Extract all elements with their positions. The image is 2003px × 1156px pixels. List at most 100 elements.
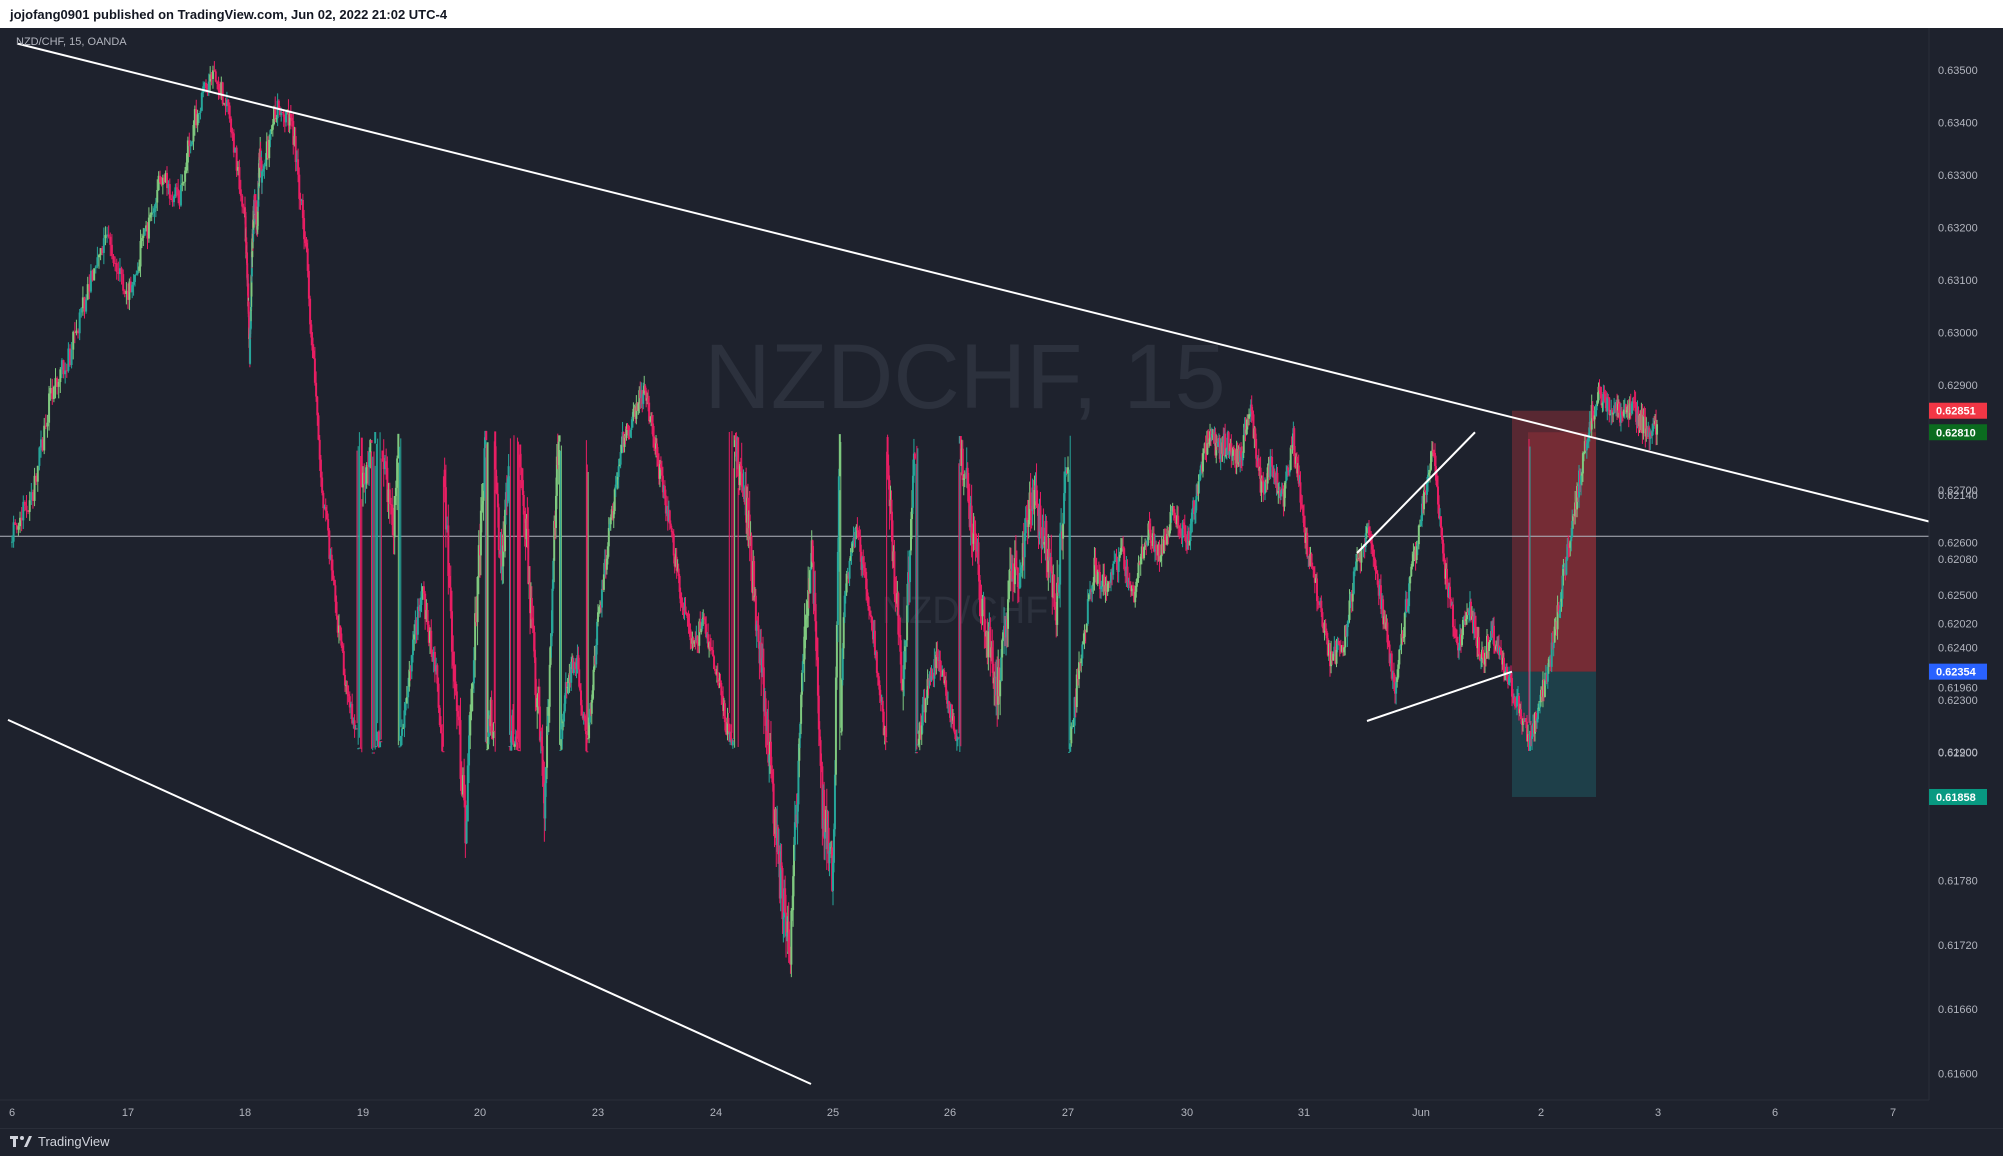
candle — [1241, 451, 1244, 467]
price-axis[interactable] — [1929, 28, 2003, 1100]
candle — [1323, 619, 1326, 641]
candle — [321, 471, 324, 496]
candle — [555, 443, 558, 510]
trendline[interactable] — [17, 42, 1930, 523]
candle — [397, 433, 400, 746]
candle — [1337, 637, 1340, 646]
candle — [179, 174, 182, 207]
candle — [157, 171, 160, 191]
candle — [854, 526, 857, 548]
candle — [213, 61, 216, 72]
candle — [1593, 406, 1596, 429]
candle — [978, 564, 981, 617]
candle — [1091, 584, 1094, 603]
candle — [438, 705, 441, 728]
candle — [784, 875, 787, 914]
candle — [1130, 585, 1133, 596]
trendline[interactable] — [1356, 431, 1476, 554]
candle — [1269, 449, 1272, 480]
publish-info-text: jojofang0901 published on TradingView.co… — [10, 7, 448, 22]
candle — [1087, 593, 1090, 602]
candle — [1178, 525, 1181, 540]
candle — [1233, 447, 1236, 468]
candle — [17, 522, 20, 536]
candle — [1103, 563, 1106, 596]
price-tick-label: 0.63500 — [1938, 65, 1978, 77]
candle — [804, 614, 807, 649]
trendlines[interactable] — [7, 42, 1930, 1085]
open-loss-zone — [1528, 432, 1596, 672]
candle — [96, 246, 99, 269]
candle — [220, 76, 223, 101]
candle — [1478, 627, 1480, 657]
candle — [57, 378, 60, 399]
tradingview-brand[interactable]: TradingView — [10, 1134, 110, 1149]
candle — [1025, 504, 1028, 523]
candle — [99, 248, 102, 261]
candle — [1537, 703, 1539, 723]
symbol-info-label: NZD/CHF, 15, OANDA — [16, 36, 127, 48]
candle — [1068, 469, 1071, 753]
candle — [1326, 632, 1329, 657]
candle — [1407, 598, 1409, 613]
candle — [1418, 519, 1421, 528]
candle — [322, 490, 325, 519]
candle — [1624, 403, 1627, 415]
candle — [1096, 569, 1099, 587]
candle — [354, 724, 357, 730]
candle — [1644, 407, 1647, 448]
candle — [1382, 595, 1385, 630]
candle — [1262, 471, 1265, 502]
candle — [110, 234, 113, 260]
candle — [869, 606, 872, 616]
candle — [1424, 485, 1426, 493]
candle — [93, 268, 96, 281]
candle — [14, 519, 17, 525]
candle — [331, 559, 334, 581]
candle — [1159, 555, 1162, 563]
candle — [1086, 589, 1089, 626]
candle — [1571, 509, 1574, 538]
candle — [329, 548, 332, 561]
candle — [1001, 638, 1004, 681]
candle — [106, 226, 109, 243]
candle — [383, 455, 386, 475]
candle — [1300, 494, 1303, 510]
candle — [415, 617, 418, 644]
trendline[interactable] — [7, 718, 812, 1085]
candle — [845, 570, 848, 596]
candle — [1067, 456, 1069, 482]
candle — [472, 647, 475, 693]
chart-canvas[interactable]: NZDCHF, 15 NZD/CHF NZD/CHF, 15, OANDA 0.… — [0, 28, 2003, 1128]
candle — [1387, 634, 1390, 648]
candle — [348, 691, 351, 714]
candle — [625, 423, 628, 441]
candle — [753, 555, 756, 603]
candle — [1344, 624, 1347, 656]
candle — [563, 692, 566, 714]
candle — [360, 437, 363, 753]
candle — [955, 729, 958, 751]
price-tick-label: 0.62080 — [1938, 554, 1978, 566]
candle — [977, 533, 980, 582]
candle — [684, 596, 687, 615]
trendline[interactable] — [1366, 670, 1513, 722]
candle — [834, 666, 837, 786]
candle — [154, 197, 157, 218]
candle — [1395, 676, 1398, 705]
candle — [592, 666, 595, 699]
candle — [703, 613, 706, 620]
candle — [198, 113, 201, 123]
candle — [454, 664, 457, 696]
chart-pane[interactable]: NZDCHF, 15 NZD/CHF NZD/CHF, 15, OANDA 0.… — [0, 28, 2003, 1128]
candle — [1602, 384, 1605, 412]
candle — [1303, 504, 1305, 533]
candle — [1400, 623, 1403, 655]
time-axis[interactable] — [0, 1100, 2003, 1128]
candle — [1347, 614, 1350, 628]
candle — [337, 614, 340, 644]
take-profit-zone[interactable] — [1512, 671, 1596, 797]
candle — [669, 520, 672, 529]
candle — [1084, 629, 1087, 644]
candle — [112, 254, 115, 267]
